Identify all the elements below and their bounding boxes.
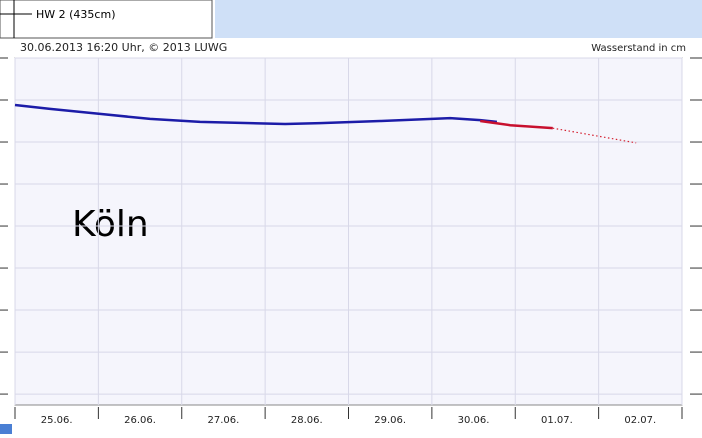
x-tick-label: 01.07. — [541, 415, 573, 426]
x-tick-label: 25.06. — [41, 415, 73, 426]
x-tick-label: 27.06. — [208, 415, 240, 426]
corner — [0, 424, 12, 434]
x-tick-label: 29.06. — [374, 415, 406, 426]
legend-box — [0, 0, 213, 39]
chart-title: 30.06.2013 16:20 Uhr, © 2013 LUWG — [20, 41, 227, 54]
y-axis-label: Wasserstand in cm — [591, 43, 686, 54]
data-line — [480, 119, 553, 130]
header-band — [215, 0, 702, 38]
annotation: Köln — [72, 204, 149, 245]
legend-label: HW 2 (435cm) — [36, 8, 115, 21]
x-tick-label: 26.06. — [124, 415, 156, 426]
x-tick-label: 30.06. — [458, 415, 490, 426]
x-tick-label: 02.07. — [624, 415, 656, 426]
x-tick-label: 28.06. — [291, 415, 323, 426]
data-line — [14, 103, 498, 126]
